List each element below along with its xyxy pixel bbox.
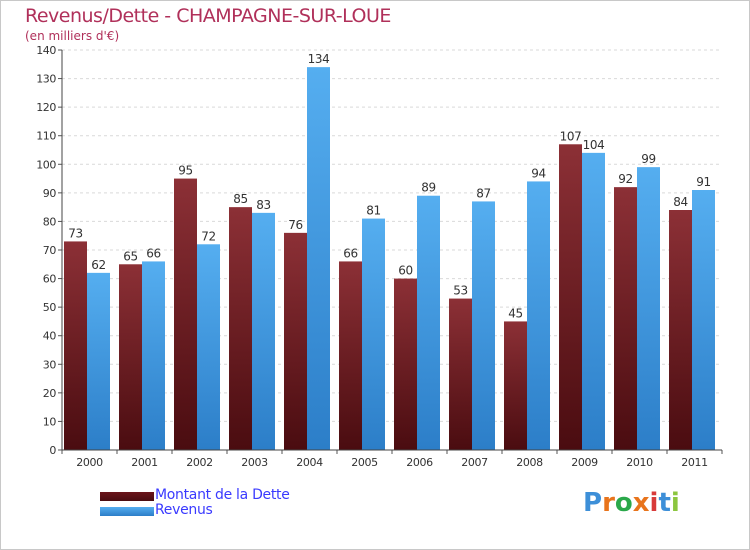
bar-dette-2001 [119,264,142,450]
bar-dette-2008 [504,321,527,450]
axes [61,50,722,451]
bar-revenus-2005 [362,218,385,450]
chart-title: Revenus/Dette - CHAMPAGNE-SUR-LOUE [25,5,391,27]
data-label-dette-2004: 76 [288,218,302,232]
ytick-label-140: 140 [36,44,56,57]
data-label-dette-2007: 53 [453,284,467,298]
ytick-label-80: 80 [43,215,57,228]
bar-revenus-2010 [637,167,660,450]
legend-label-revenus: Revenus [155,502,213,518]
logo-letter: x [632,488,650,518]
logo-letter: i [649,488,659,518]
chart-subtitle: (en milliers d'€) [25,29,120,43]
bar-revenus-2003 [252,212,275,450]
data-label-dette-2010: 92 [618,172,632,186]
ytick-label-130: 130 [36,73,56,86]
data-labels: 73 62 65 66 95 72 85 83 76 134 66 81 60 89 53 87 45 94 107… [68,52,711,320]
bar-dette-2000 [64,241,87,450]
xtick-label-2003: 2003 [241,456,268,469]
data-label-revenus-2006: 89 [421,181,435,195]
bar-revenus-2008 [527,181,550,450]
bar-dette-2004 [284,232,307,450]
bar-revenus-2007 [472,201,495,450]
logo-letter: P [583,488,603,518]
y-axis-ticks: 0 10 20 30 40 50 60 70 80 90 100 110 120 130 140 [36,44,62,457]
xtick-label-2008: 2008 [516,456,543,469]
data-label-revenus-2003: 83 [256,198,270,212]
bar-dette-2010 [614,187,637,450]
ytick-label-90: 90 [43,187,57,200]
bar-revenus-2009 [582,152,605,450]
logo-letter: o [614,488,633,518]
data-label-dette-2003: 85 [233,192,247,206]
bar-revenus-2000 [87,272,110,450]
bar-dette-2003 [229,207,252,450]
bar-dette-2006 [394,278,417,450]
xtick-label-2002: 2002 [186,456,212,469]
ytick-label-40: 40 [43,330,57,343]
xtick-label-2005: 2005 [351,456,378,469]
xtick-label-2011: 2011 [681,456,707,469]
legend-label-dette: Montant de la Dette [155,487,290,503]
bars [64,67,715,451]
proxiti-logo: Proxiti [583,488,680,518]
data-label-revenus-2010: 99 [641,152,655,166]
data-label-revenus-2002: 72 [201,229,215,243]
logo-letter: t [658,488,671,518]
data-label-revenus-2008: 94 [531,166,545,180]
ytick-label-60: 60 [43,273,57,286]
ytick-label-50: 50 [43,301,57,314]
ytick-label-20: 20 [43,387,57,400]
bar-dette-2005 [339,261,362,450]
data-label-revenus-2005: 81 [366,204,380,218]
data-label-dette-2008: 45 [508,306,522,320]
logo-letter: r [602,488,615,518]
xtick-label-2006: 2006 [406,456,433,469]
data-label-revenus-2004: 134 [308,52,330,66]
ytick-label-70: 70 [43,244,57,257]
data-label-revenus-2011: 91 [696,175,710,189]
bar-revenus-2006 [417,195,440,450]
bar-revenus-2011 [692,190,715,450]
ytick-label-100: 100 [36,158,56,171]
bar-revenus-2004 [307,67,330,451]
bar-revenus-2001 [142,261,165,450]
bar-dette-2002 [174,178,197,451]
data-label-revenus-2007: 87 [476,186,490,200]
gridlines [62,49,722,451]
legend-swatch-dette [100,492,154,501]
bar-dette-2011 [669,210,692,450]
data-label-revenus-2009: 104 [583,138,605,152]
xtick-label-2007: 2007 [461,456,488,469]
ytick-label-30: 30 [43,358,57,371]
bar-dette-2007 [449,298,472,450]
xtick-label-2004: 2004 [296,456,323,469]
ytick-label-120: 120 [36,101,56,114]
xtick-label-2009: 2009 [571,456,598,469]
data-label-dette-2009: 107 [560,129,582,143]
xtick-label-2001: 2001 [131,456,157,469]
data-label-dette-2011: 84 [673,195,687,209]
ytick-label-110: 110 [36,130,56,143]
data-label-dette-2001: 65 [123,249,137,263]
bar-revenus-2002 [197,244,220,450]
data-label-revenus-2001: 66 [146,246,160,260]
data-label-dette-2000: 73 [68,226,82,240]
ytick-label-10: 10 [43,415,57,428]
logo-letter: i [670,488,680,518]
data-label-dette-2006: 60 [398,264,412,278]
data-label-revenus-2000: 62 [91,258,105,272]
ytick-label-0: 0 [49,444,56,457]
bar-dette-2009 [559,144,582,451]
xtick-label-2000: 2000 [76,456,103,469]
legend-swatch-revenus [100,507,154,516]
data-label-dette-2005: 66 [343,246,357,260]
data-label-dette-2002: 95 [178,164,192,178]
xtick-label-2010: 2010 [626,456,653,469]
x-axis-ticks: 2000 2001 2002 2003 2004 2005 2006 2007 2008 2009… [61,450,723,469]
